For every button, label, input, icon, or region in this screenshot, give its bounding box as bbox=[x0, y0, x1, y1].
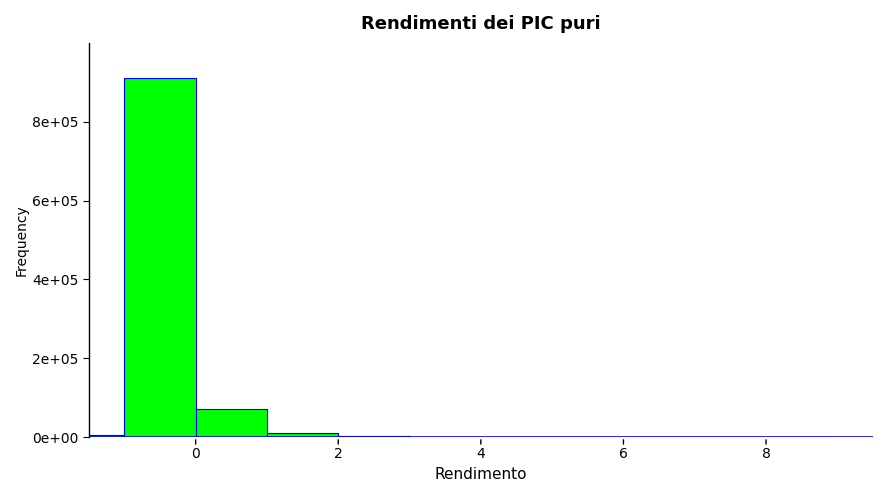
Bar bbox=[267, 433, 338, 437]
Bar bbox=[124, 79, 195, 437]
Bar bbox=[195, 409, 267, 437]
Y-axis label: Frequency: Frequency bbox=[15, 204, 29, 276]
X-axis label: Rendimento: Rendimento bbox=[434, 467, 527, 482]
Title: Rendimenti dei PIC puri: Rendimenti dei PIC puri bbox=[361, 15, 600, 33]
Bar bbox=[338, 436, 409, 437]
Bar bbox=[53, 435, 124, 437]
